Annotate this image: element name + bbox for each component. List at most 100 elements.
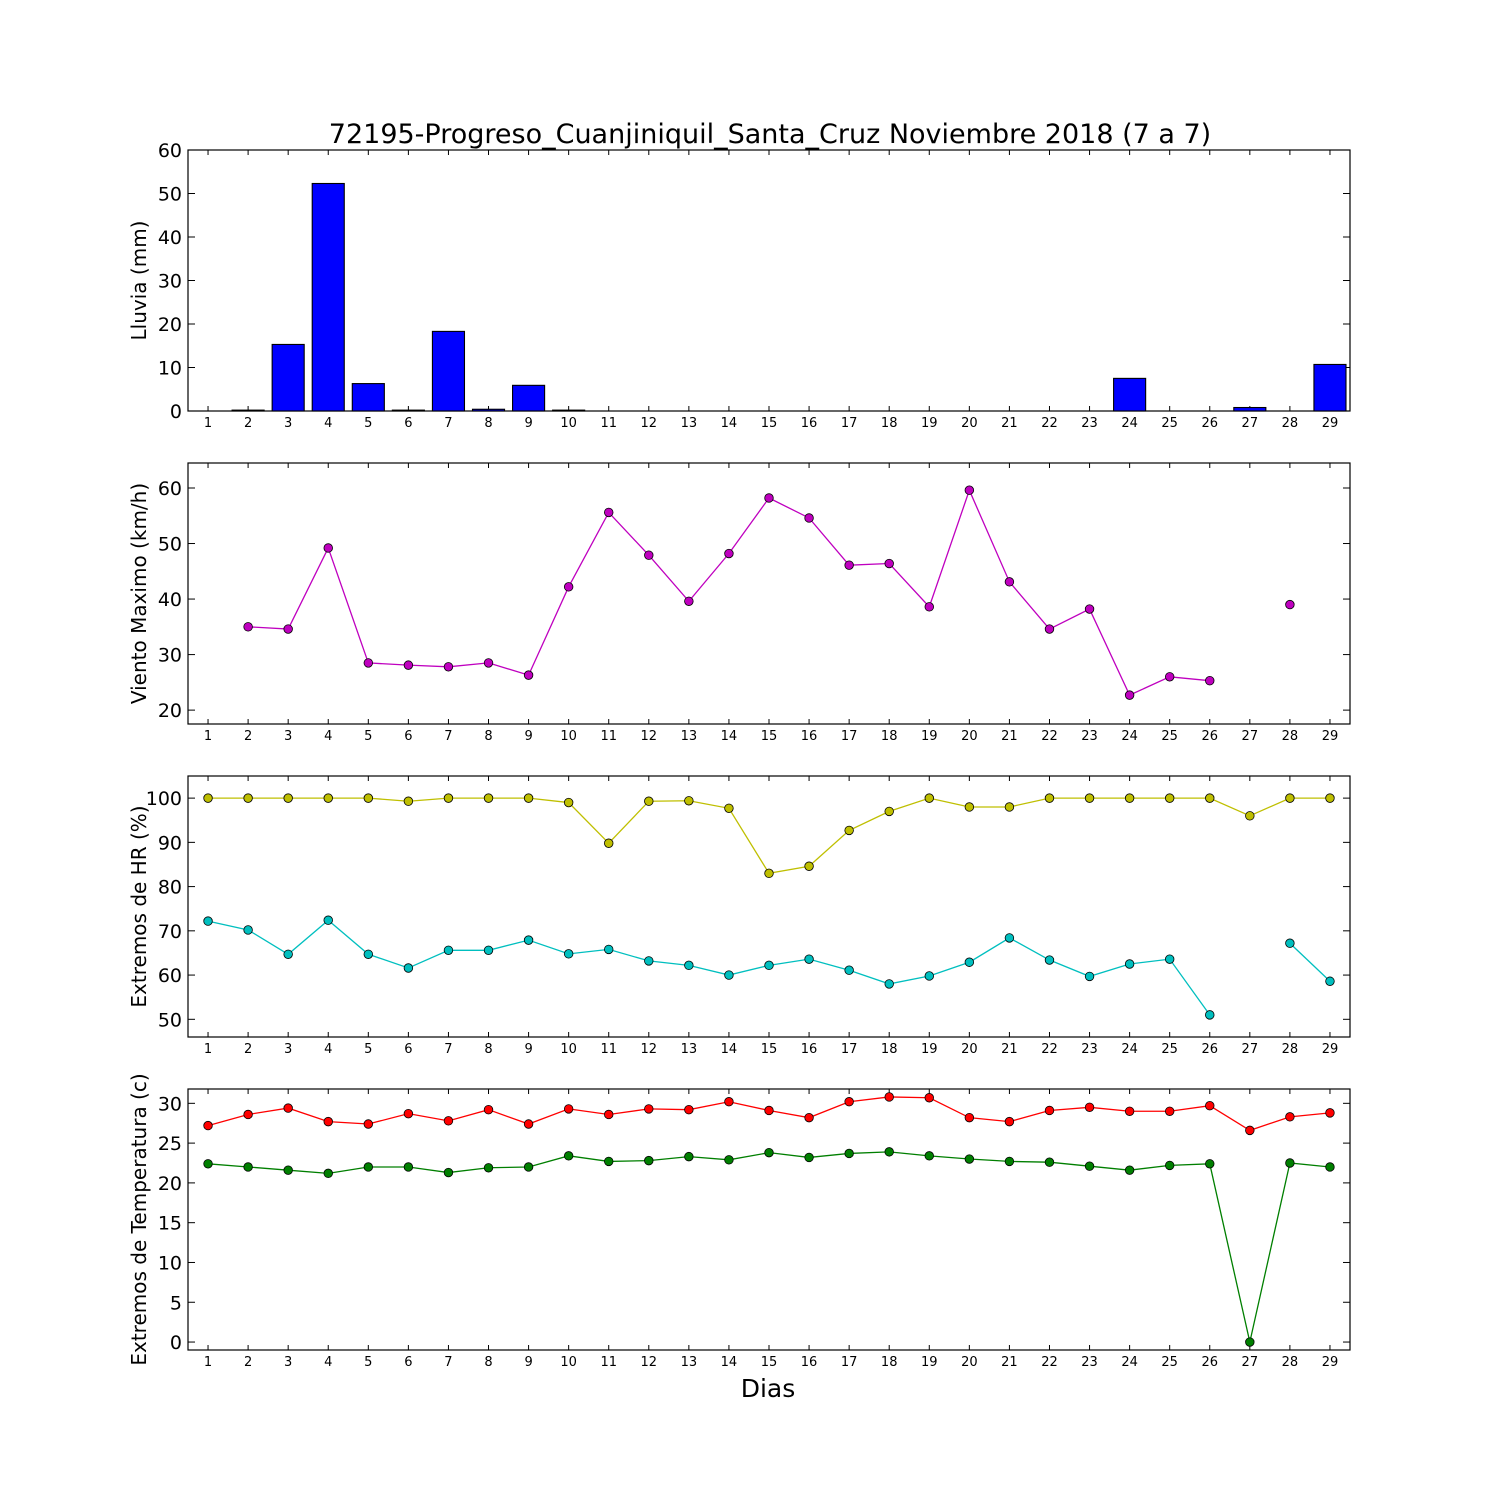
data-point xyxy=(283,624,293,634)
x-tick-label: 25 xyxy=(1161,1355,1178,1370)
data-point xyxy=(1164,954,1175,964)
x-tick-label: 22 xyxy=(1041,1355,1058,1370)
data-point xyxy=(724,970,734,980)
data-point xyxy=(604,944,614,955)
x-tick-label: 6 xyxy=(404,1042,412,1057)
data-point xyxy=(764,868,774,879)
data-point xyxy=(1044,1157,1055,1167)
data-point xyxy=(1164,1160,1175,1171)
data-point xyxy=(884,1092,894,1102)
data-point xyxy=(684,1151,694,1162)
data-point xyxy=(924,793,934,803)
data-point xyxy=(1325,976,1335,986)
data-point xyxy=(563,949,574,959)
x-tick-label: 28 xyxy=(1282,1355,1299,1370)
bar xyxy=(552,409,586,412)
x-tick-label: 21 xyxy=(1001,416,1018,431)
x-tick-label: 26 xyxy=(1201,1355,1218,1370)
data-point xyxy=(964,1112,975,1123)
y-tick-label: 80 xyxy=(158,877,182,899)
x-tick-label: 6 xyxy=(404,416,412,431)
data-point xyxy=(1205,1010,1215,1020)
y-tick-label: 60 xyxy=(158,965,182,987)
data-point xyxy=(644,796,654,806)
data-point xyxy=(1205,1101,1215,1111)
data-point xyxy=(884,979,894,989)
x-tick-label: 10 xyxy=(560,1042,577,1057)
data-point xyxy=(724,803,734,813)
data-point xyxy=(1285,1158,1295,1168)
data-point xyxy=(1044,955,1055,965)
data-point xyxy=(724,1155,734,1165)
data-point xyxy=(1285,938,1295,948)
data-point xyxy=(684,960,694,971)
bar xyxy=(431,330,466,412)
x-tick-label: 23 xyxy=(1081,416,1098,431)
x-tick-label: 17 xyxy=(841,416,858,431)
y-tick-label: 15 xyxy=(158,1213,182,1235)
data-point xyxy=(924,1151,934,1161)
y-tick-label: 20 xyxy=(158,1173,182,1195)
data-point xyxy=(1044,624,1055,634)
x-tick-label: 4 xyxy=(324,729,332,744)
data-point xyxy=(1044,793,1055,803)
bar xyxy=(271,343,305,412)
data-point xyxy=(243,925,253,935)
x-tick-label: 20 xyxy=(961,1042,978,1057)
data-point xyxy=(1124,1106,1135,1116)
data-point xyxy=(523,935,534,945)
y-tick-label: 0 xyxy=(170,1332,182,1354)
x-tick-label: 20 xyxy=(961,1355,978,1370)
x-tick-label: 2 xyxy=(244,1042,252,1057)
x-tick-label: 11 xyxy=(600,1042,617,1057)
data-point xyxy=(604,838,614,848)
x-tick-label: 25 xyxy=(1161,729,1178,744)
y-tick-label: 50 xyxy=(158,184,182,206)
data-point xyxy=(403,1108,414,1119)
x-tick-label: 7 xyxy=(444,729,452,744)
x-tick-label: 18 xyxy=(881,416,898,431)
x-tick-label: 10 xyxy=(560,416,577,431)
y-tick-label: 20 xyxy=(158,700,182,722)
x-tick-label: 11 xyxy=(600,729,617,744)
x-tick-label: 21 xyxy=(1001,729,1018,744)
x-tick-label: 13 xyxy=(681,1042,698,1057)
x-tick-label: 14 xyxy=(721,1355,738,1370)
data-point xyxy=(1124,690,1135,700)
series-2 xyxy=(203,1147,1335,1347)
data-point xyxy=(563,797,574,808)
x-tick-label: 2 xyxy=(244,729,252,744)
x-tick-label: 1 xyxy=(204,729,212,744)
x-tick-label: 20 xyxy=(961,729,978,744)
data-point xyxy=(1164,1106,1175,1116)
bar xyxy=(1113,377,1147,412)
data-point xyxy=(924,1093,934,1103)
data-point xyxy=(203,1159,213,1169)
data-point xyxy=(323,793,333,803)
data-point xyxy=(403,660,414,670)
x-tick-label: 8 xyxy=(484,1355,492,1370)
x-tick-label: 7 xyxy=(444,1355,452,1370)
data-point xyxy=(363,658,374,668)
data-point xyxy=(604,1109,614,1120)
x-tick-label: 26 xyxy=(1201,1042,1218,1057)
data-point xyxy=(1325,1108,1335,1118)
y-tick-label: 30 xyxy=(158,645,182,667)
data-point xyxy=(403,963,414,973)
x-tick-label: 24 xyxy=(1121,1355,1138,1370)
x-tick-label: 6 xyxy=(404,1355,412,1370)
x-tick-label: 27 xyxy=(1242,1355,1259,1370)
y-tick-label: 5 xyxy=(170,1292,182,1314)
bar xyxy=(391,409,425,412)
data-point xyxy=(804,954,814,964)
y-tick-label: 10 xyxy=(158,358,182,380)
x-tick-label: 16 xyxy=(801,1355,818,1370)
data-point xyxy=(323,915,333,925)
x-tick-label: 18 xyxy=(881,729,898,744)
x-tick-label: 1 xyxy=(204,1042,212,1057)
data-point xyxy=(283,1165,293,1175)
data-point xyxy=(1325,1162,1335,1172)
